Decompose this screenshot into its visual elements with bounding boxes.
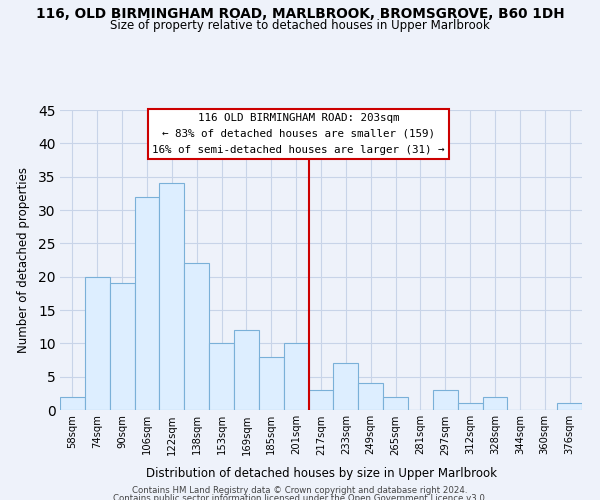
Bar bbox=[458, 404, 482, 410]
Bar bbox=[209, 344, 234, 410]
Bar bbox=[383, 396, 408, 410]
Bar bbox=[482, 396, 508, 410]
Text: 116, OLD BIRMINGHAM ROAD, MARLBROOK, BROMSGROVE, B60 1DH: 116, OLD BIRMINGHAM ROAD, MARLBROOK, BRO… bbox=[35, 8, 565, 22]
Bar bbox=[85, 276, 110, 410]
Bar bbox=[60, 396, 85, 410]
Bar bbox=[234, 330, 259, 410]
Text: 116 OLD BIRMINGHAM ROAD: 203sqm
← 83% of detached houses are smaller (159)
16% o: 116 OLD BIRMINGHAM ROAD: 203sqm ← 83% of… bbox=[152, 114, 445, 154]
Text: Contains HM Land Registry data © Crown copyright and database right 2024.: Contains HM Land Registry data © Crown c… bbox=[132, 486, 468, 495]
Y-axis label: Number of detached properties: Number of detached properties bbox=[17, 167, 30, 353]
Bar bbox=[334, 364, 358, 410]
Bar bbox=[110, 284, 134, 410]
Bar bbox=[259, 356, 284, 410]
Text: Size of property relative to detached houses in Upper Marlbrook: Size of property relative to detached ho… bbox=[110, 19, 490, 32]
Bar bbox=[557, 404, 582, 410]
Bar bbox=[308, 390, 334, 410]
Text: Distribution of detached houses by size in Upper Marlbrook: Distribution of detached houses by size … bbox=[146, 468, 497, 480]
Bar bbox=[134, 196, 160, 410]
Text: Contains public sector information licensed under the Open Government Licence v3: Contains public sector information licen… bbox=[113, 494, 487, 500]
Bar bbox=[284, 344, 308, 410]
Bar bbox=[184, 264, 209, 410]
Bar bbox=[433, 390, 458, 410]
Bar bbox=[358, 384, 383, 410]
Bar bbox=[160, 184, 184, 410]
